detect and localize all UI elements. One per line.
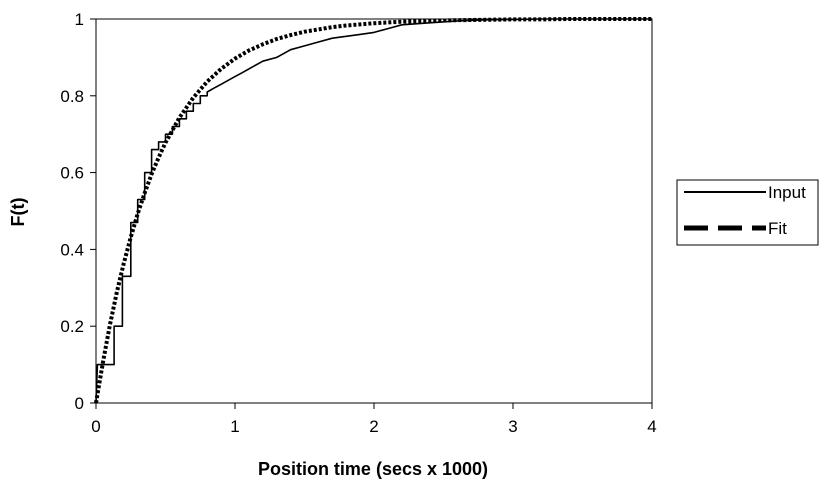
legend: Input Fit xyxy=(676,179,819,246)
series-layer xyxy=(94,17,652,404)
x-tick-label: 3 xyxy=(508,417,517,436)
legend-box xyxy=(676,179,819,246)
legend-label-fit: Fit xyxy=(768,219,787,238)
axis-ticks: 0 0.2 0.4 0.6 0.8 1 0 1 2 3 4 xyxy=(60,10,656,436)
series-line-input xyxy=(95,18,652,404)
x-tick-label: 1 xyxy=(230,417,239,436)
y-tick-label: 1 xyxy=(75,10,84,29)
x-tick-label: 0 xyxy=(91,417,100,436)
plot-area xyxy=(95,18,653,404)
y-tick-label: 0.6 xyxy=(60,164,84,183)
series-line-fit xyxy=(94,17,652,404)
y-tick-label: 0 xyxy=(75,394,84,413)
y-tick-label: 0.2 xyxy=(60,317,84,336)
y-tick-label: 0.4 xyxy=(60,240,84,259)
legend-label-input: Input xyxy=(768,183,806,202)
plot-border xyxy=(95,18,653,404)
x-axis-title: Position time (secs x 1000) xyxy=(258,459,488,479)
x-tick-label: 2 xyxy=(369,417,378,436)
x-tick-label: 4 xyxy=(647,417,656,436)
y-axis-title: F(t) xyxy=(8,198,28,227)
y-tick-label: 0.8 xyxy=(60,87,84,106)
